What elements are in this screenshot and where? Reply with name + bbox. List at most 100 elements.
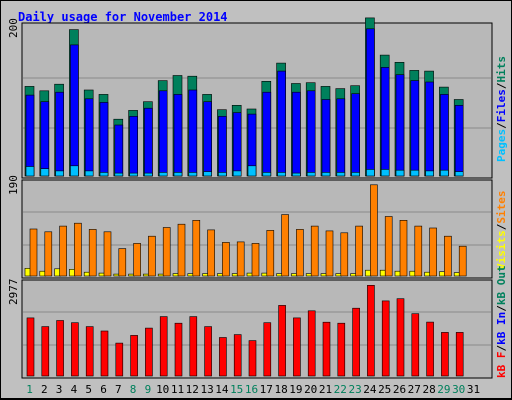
bar-sites-day-26 (399, 220, 408, 277)
bar-files-day-21 (321, 99, 331, 177)
bar-kb-f-day-28 (426, 321, 434, 377)
bar-files-day-22 (336, 98, 346, 177)
bar-kb-f-day-15 (233, 334, 242, 377)
x-label-day-7: 7 (115, 383, 122, 396)
bar-kb-f-day-16 (248, 340, 257, 377)
bar-files-day-23 (351, 93, 360, 177)
bar-kb-f-day-3 (56, 320, 64, 377)
bar-sites-day-19 (296, 229, 304, 277)
bar-pages-day-20 (306, 172, 316, 177)
bar-files-day-17 (262, 91, 272, 177)
bar-kb-f-day-12 (189, 316, 198, 377)
x-label-day-17: 17 (260, 383, 273, 396)
bar-pages-day-10 (158, 172, 168, 177)
bar-sites-day-16 (251, 243, 260, 277)
bar-files-day-4 (70, 44, 79, 177)
bar-sites-day-8 (133, 243, 141, 277)
bar-kb-f-day-21 (322, 321, 331, 377)
bar-pages-day-24 (366, 169, 375, 177)
bar-files-day-20 (306, 90, 316, 177)
bar-pages-day-6 (99, 172, 109, 177)
bar-kb-f-day-4 (71, 322, 79, 377)
y-tick-visits: 190 (7, 175, 20, 195)
bar-sites-day-20 (310, 225, 319, 277)
bar-pages-day-28 (425, 170, 434, 177)
x-label-day-28: 28 (422, 383, 435, 396)
bar-sites-day-14 (222, 242, 230, 277)
bar-pages-day-14 (218, 172, 227, 177)
bar-kb-f-day-7 (115, 342, 124, 377)
bar-files-day-13 (203, 101, 212, 177)
bar-sites-day-10 (162, 227, 171, 277)
chart-title: Daily usage for November 2014 (18, 10, 228, 24)
legend-pages: Pages (495, 129, 508, 162)
bar-kb-f-day-23 (352, 307, 360, 377)
bar-pages-day-13 (203, 171, 212, 177)
bar-pages-day-5 (84, 170, 94, 177)
x-label-day-11: 11 (171, 383, 184, 396)
bar-sites-day-22 (340, 232, 349, 277)
bar-kb-f-day-9 (145, 327, 153, 377)
bar-files-day-30 (454, 105, 464, 177)
bar-pages-day-2 (40, 168, 50, 177)
legend-sep-1: / (495, 122, 508, 129)
legend-kbytes-panel: kB F/kB In/kB Out (495, 265, 508, 378)
bar-files-day-29 (440, 94, 449, 177)
bar-sites-day-11 (177, 223, 186, 277)
bar-kb-f-day-27 (411, 313, 420, 377)
x-label-day-23: 23 (348, 383, 361, 396)
bar-pages-day-17 (262, 172, 272, 177)
bar-kb-f-day-6 (100, 330, 109, 377)
x-label-day-25: 25 (378, 383, 391, 396)
bar-pages-day-7 (114, 172, 124, 177)
bar-files-day-10 (158, 90, 168, 177)
bar-files-day-5 (84, 98, 94, 177)
bar-pages-day-29 (440, 169, 449, 177)
bar-sites-day-4 (74, 222, 82, 277)
bar-pages-day-4 (70, 165, 79, 177)
bar-sites-day-12 (192, 220, 201, 277)
bar-files-day-26 (395, 74, 405, 177)
bar-sites-day-6 (103, 231, 112, 277)
bar-files-day-3 (55, 91, 64, 177)
x-label-day-3: 3 (56, 383, 63, 396)
bar-pages-day-12 (188, 172, 198, 177)
bar-files-day-9 (144, 107, 153, 177)
bar-pages-day-1 (25, 166, 35, 177)
bar-pages-day-23 (351, 172, 360, 177)
x-label-day-26: 26 (393, 383, 406, 396)
legend-hits: Hits (495, 56, 508, 83)
bar-kb-f-day-2 (41, 326, 50, 377)
bar-kb-f-day-29 (441, 332, 449, 377)
bar-pages-day-22 (336, 172, 346, 177)
bar-pages-day-18 (277, 172, 286, 177)
bar-files-day-7 (114, 124, 124, 177)
x-label-day-8: 8 (130, 383, 137, 396)
bar-pages-day-26 (395, 169, 405, 177)
legend-sep-2: / (495, 82, 508, 89)
bar-kb-f-day-26 (396, 298, 405, 377)
x-label-day-31: 31 (467, 383, 480, 396)
x-label-day-20: 20 (304, 383, 317, 396)
bar-sites-day-7 (118, 248, 127, 277)
bar-pages-day-25 (380, 169, 390, 177)
bar-kb-f-day-5 (85, 326, 94, 377)
bar-kb-f-day-1 (26, 317, 35, 377)
bar-sites-day-9 (148, 235, 156, 277)
bar-sites-day-28 (429, 227, 437, 277)
bar-kb-f-day-11 (174, 322, 183, 377)
bar-files-day-28 (425, 81, 434, 177)
legend-sites: Sites (495, 191, 508, 224)
bar-files-day-19 (292, 91, 301, 177)
bar-sites-day-15 (236, 241, 245, 277)
bar-pages-day-3 (55, 170, 64, 177)
bar-sites-day-2 (44, 231, 53, 277)
x-label-day-18: 18 (274, 383, 287, 396)
legend-sep-3: / (495, 223, 508, 230)
bar-sites-day-3 (59, 225, 67, 277)
x-label-day-10: 10 (156, 383, 169, 396)
x-label-day-27: 27 (408, 383, 421, 396)
x-label-day-9: 9 (145, 383, 152, 396)
bar-sites-day-23 (355, 225, 363, 277)
